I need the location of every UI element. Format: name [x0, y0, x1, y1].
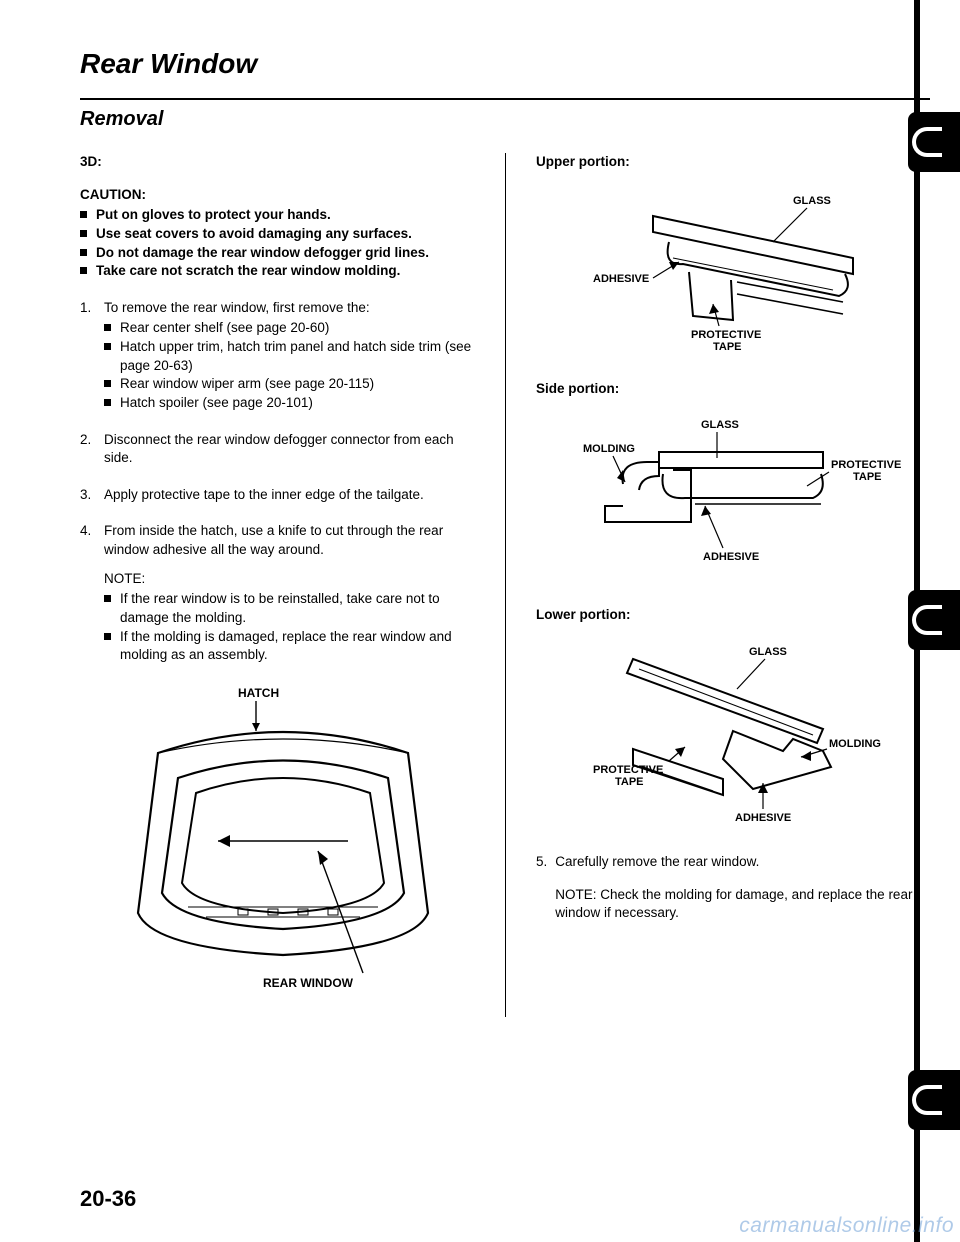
svg-text:TAPE: TAPE: [615, 776, 644, 788]
list-item: Hatch upper trim, hatch trim panel and h…: [104, 338, 485, 375]
caution-item: Do not damage the rear window defogger g…: [80, 244, 485, 263]
step-note: NOTE: Check the molding for damage, and …: [555, 886, 930, 923]
hatch-label-bottom: REAR WINDOW: [263, 976, 354, 990]
hatch-svg: HATCH: [118, 683, 448, 993]
step-sublist: Rear center shelf (see page 20-60) Hatch…: [104, 319, 485, 412]
step-text: Carefully remove the rear window.: [555, 853, 930, 872]
list-item: Rear center shelf (see page 20-60): [104, 319, 485, 338]
svg-text:TAPE: TAPE: [713, 341, 742, 353]
step-text: Apply protective tape to the inner edge …: [104, 487, 424, 502]
page: Rear Window Removal 3D: CAUTION: Put on …: [0, 0, 960, 1242]
step-item: Apply protective tape to the inner edge …: [80, 486, 485, 505]
step-item: Disconnect the rear window defogger conn…: [80, 431, 485, 468]
side-svg: GLASS MOLDING PROTECTIVE TAPE: [563, 412, 903, 582]
list-item: Hatch spoiler (see page 20-101): [104, 394, 485, 413]
step-5: 5. Carefully remove the rear window. NOT…: [536, 853, 930, 923]
hatch-figure: HATCH: [80, 683, 485, 993]
caution-item: Use seat covers to avoid damaging any su…: [80, 225, 485, 244]
step-item: From inside the hatch, use a knife to cu…: [80, 522, 485, 664]
lower-portion-title: Lower portion:: [536, 606, 930, 625]
list-item: If the rear window is to be reinstalled,…: [104, 590, 485, 627]
note-sublist: If the rear window is to be reinstalled,…: [104, 590, 485, 665]
svg-text:PROTECTIVE: PROTECTIVE: [691, 329, 761, 341]
caution-heading: CAUTION:: [80, 186, 485, 205]
section-subtitle: Removal: [80, 108, 930, 131]
steps-list: To remove the rear window, first remove …: [80, 299, 485, 665]
svg-text:MOLDING: MOLDING: [583, 443, 635, 455]
lower-svg: GLASS MOLDING PROTECTIVE TAPE: [573, 639, 893, 829]
svg-text:ADHESIVE: ADHESIVE: [703, 551, 759, 563]
title-rule: [80, 98, 930, 100]
hatch-label-top: HATCH: [238, 686, 279, 700]
step-text: From inside the hatch, use a knife to cu…: [104, 523, 443, 557]
step-body: Carefully remove the rear window. NOTE: …: [555, 853, 930, 923]
caution-item: Put on gloves to protect your hands.: [80, 206, 485, 225]
caution-list: Put on gloves to protect your hands. Use…: [80, 206, 485, 281]
list-item: If the molding is damaged, replace the r…: [104, 628, 485, 665]
page-number: 20-36: [80, 1186, 136, 1212]
upper-svg: GLASS ADHESIVE PROTECTIVE T: [583, 186, 883, 356]
step-item: To remove the rear window, first remove …: [80, 299, 485, 413]
svg-text:MOLDING: MOLDING: [829, 738, 881, 750]
svg-text:TAPE: TAPE: [853, 471, 882, 483]
upper-portion-figure: GLASS ADHESIVE PROTECTIVE T: [536, 186, 930, 356]
upper-portion-title: Upper portion:: [536, 153, 930, 172]
two-column-layout: 3D: CAUTION: Put on gloves to protect yo…: [80, 153, 930, 1017]
side-portion-figure: GLASS MOLDING PROTECTIVE TAPE: [536, 412, 930, 582]
page-title: Rear Window: [80, 48, 930, 80]
svg-text:GLASS: GLASS: [701, 419, 739, 431]
note-heading: NOTE:: [104, 570, 485, 589]
svg-text:GLASS: GLASS: [749, 646, 787, 658]
svg-text:PROTECTIVE: PROTECTIVE: [831, 459, 901, 471]
svg-text:PROTECTIVE: PROTECTIVE: [593, 764, 663, 776]
list-item: Rear window wiper arm (see page 20-115): [104, 375, 485, 394]
left-column: 3D: CAUTION: Put on gloves to protect yo…: [80, 153, 505, 1017]
svg-text:GLASS: GLASS: [793, 195, 831, 207]
svg-text:ADHESIVE: ADHESIVE: [735, 812, 791, 824]
right-column: Upper portion: GLASS ADHESIVE: [505, 153, 930, 1017]
step-text: Disconnect the rear window defogger conn…: [104, 432, 454, 466]
side-portion-title: Side portion:: [536, 380, 930, 399]
svg-text:ADHESIVE: ADHESIVE: [593, 273, 649, 285]
watermark: carmanualsonline.info: [739, 1214, 954, 1238]
caution-item: Take care not scratch the rear window mo…: [80, 262, 485, 281]
variant-label: 3D:: [80, 153, 485, 172]
step-text: To remove the rear window, first remove …: [104, 300, 370, 315]
lower-portion-figure: GLASS MOLDING PROTECTIVE TAPE: [536, 639, 930, 829]
step-number: 5.: [536, 853, 547, 923]
